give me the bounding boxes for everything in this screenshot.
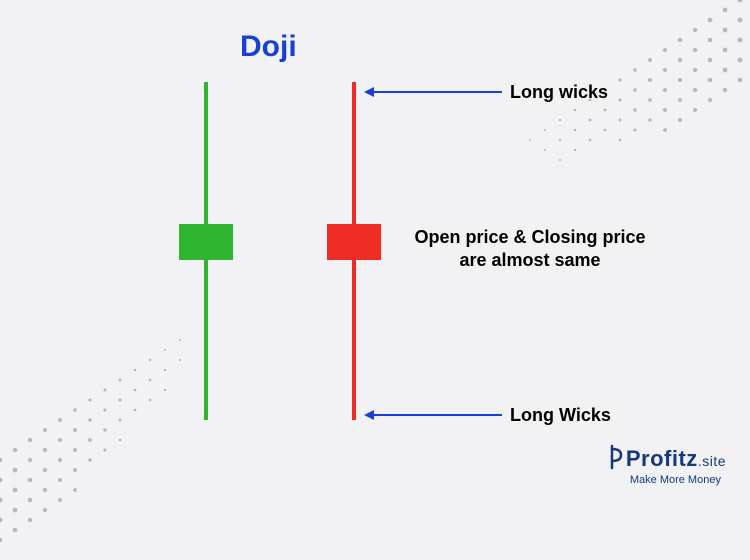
label-long-wicks-bottom: Long Wicks [510, 405, 611, 426]
logo-suffix: .site [698, 453, 726, 469]
diagram-title: Doji [240, 30, 297, 64]
label-open-close: Open price & Closing price are almost sa… [400, 226, 660, 271]
arrow-top [362, 84, 504, 100]
logo-text: Profitz [626, 446, 698, 471]
arrow-bottom [362, 407, 504, 423]
brand-logo: Profitz.site Make More Money [604, 444, 726, 486]
green-candle-body [179, 224, 233, 260]
bg-dots-bottom-left [0, 300, 220, 560]
red-candle-body [327, 224, 381, 260]
label-long-wicks-top: Long wicks [510, 82, 608, 103]
logo-icon [604, 444, 624, 476]
logo-tagline: Make More Money [630, 474, 726, 486]
